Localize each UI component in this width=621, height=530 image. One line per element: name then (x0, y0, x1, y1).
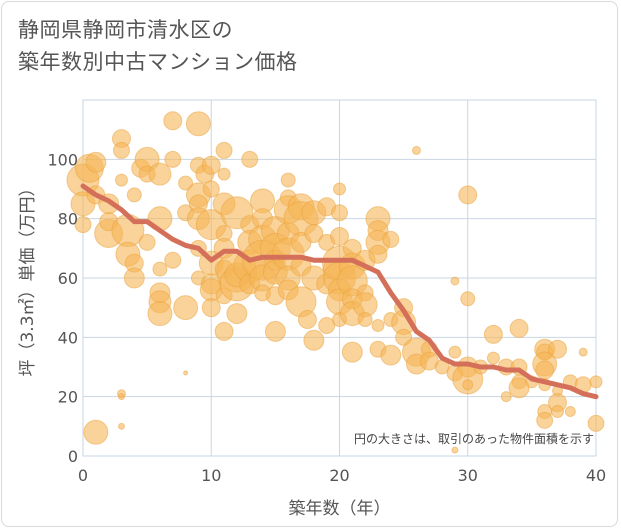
bubble-point (264, 320, 286, 342)
bubble-point (152, 261, 168, 277)
y-tick-label: 0 (68, 447, 78, 466)
bubble-point (112, 141, 130, 159)
bubble-point (297, 310, 317, 330)
y-tick-label: 80 (58, 210, 78, 229)
bubble-point (185, 111, 211, 137)
bubble-point (368, 244, 388, 264)
bubble-point (164, 251, 182, 269)
trend-line-layer (80, 183, 599, 400)
bubble-point (83, 419, 109, 445)
bubble-point (163, 111, 183, 131)
bubble-point (123, 267, 145, 289)
bubble-point (458, 185, 478, 205)
bubble-point (318, 316, 336, 334)
bubble-point (201, 298, 221, 318)
bubble-point (382, 230, 400, 248)
bubble-point (117, 422, 125, 430)
bubble-point (164, 150, 182, 168)
bubble-point (587, 414, 605, 432)
bubble-point (460, 291, 476, 307)
bubble-point (551, 405, 565, 418)
bubble-point (486, 351, 500, 365)
x-axis-title: 築年数（年） (289, 499, 391, 519)
bubble-point (448, 345, 462, 359)
bubble-point (304, 224, 324, 243)
bubble-point (341, 341, 363, 363)
y-tick-label: 100 (47, 150, 78, 169)
bubble-point (548, 339, 568, 359)
bubble-point (126, 187, 142, 203)
bubble-point (331, 204, 348, 222)
x-tick-label: 20 (329, 466, 349, 485)
bubble-point (201, 155, 221, 175)
bubble-point (357, 312, 373, 328)
bubble-point (178, 175, 194, 191)
bubble-point (138, 233, 156, 251)
tick-label-layer: 0 10 20 30 40 0 20 40 60 80 100 (47, 150, 606, 485)
x-tick-label: 40 (586, 466, 606, 485)
y-tick-label: 60 (58, 269, 78, 288)
bubble-point (280, 172, 296, 188)
y-axis-title: 坪（3.3㎡）単価（万円） (18, 179, 38, 376)
bubble-point (147, 301, 173, 327)
chart-title-line2: 築年数別中古マンション価格 (18, 50, 298, 74)
chart-title-line1: 静岡県静岡市清水区の (18, 18, 233, 42)
x-tick-label: 30 (458, 466, 478, 485)
bubble-point (114, 173, 128, 187)
bubble-point (380, 344, 402, 366)
bubble-point (303, 329, 325, 351)
chart-title: 静岡県静岡市清水区の 築年数別中古マンション価格 (18, 14, 298, 78)
bubble-point (462, 379, 474, 391)
bubble-point (226, 303, 248, 325)
bubble-point (483, 324, 503, 344)
bubble-point (509, 318, 529, 338)
average-trend-line (80, 183, 599, 400)
bubble-point (589, 375, 603, 389)
y-tick-label: 40 (58, 328, 78, 347)
x-tick-label: 10 (201, 466, 221, 485)
bubble-size-note: 円の大きさは、取引のあった物件面積を示す (354, 431, 594, 446)
bubble-point (330, 226, 349, 246)
y-tick-label: 20 (58, 388, 78, 407)
bubble-point (371, 318, 385, 332)
bubble-point (241, 150, 259, 168)
bubble-point (148, 162, 172, 186)
bubble-point (217, 167, 231, 181)
bubble-point (508, 377, 530, 399)
bubble-point (173, 295, 199, 321)
bubble-point (450, 276, 460, 286)
x-tick-label: 0 (78, 466, 88, 485)
bubble-point (536, 411, 554, 429)
bubble-point (333, 182, 346, 196)
bubble-point (117, 393, 125, 401)
bubble-point (202, 180, 220, 198)
bubble-point (411, 145, 421, 155)
bubble-point (535, 360, 555, 380)
bubble-layer (66, 111, 605, 454)
bubble-point (451, 446, 459, 454)
bubble-point (183, 370, 189, 376)
bubble-point (74, 216, 92, 234)
bubble-point (500, 391, 512, 403)
bubble-point (214, 321, 234, 341)
bubble-point (215, 141, 233, 159)
bubble-point (85, 151, 107, 173)
bubble-point (564, 406, 576, 417)
bubble-point (578, 347, 588, 357)
